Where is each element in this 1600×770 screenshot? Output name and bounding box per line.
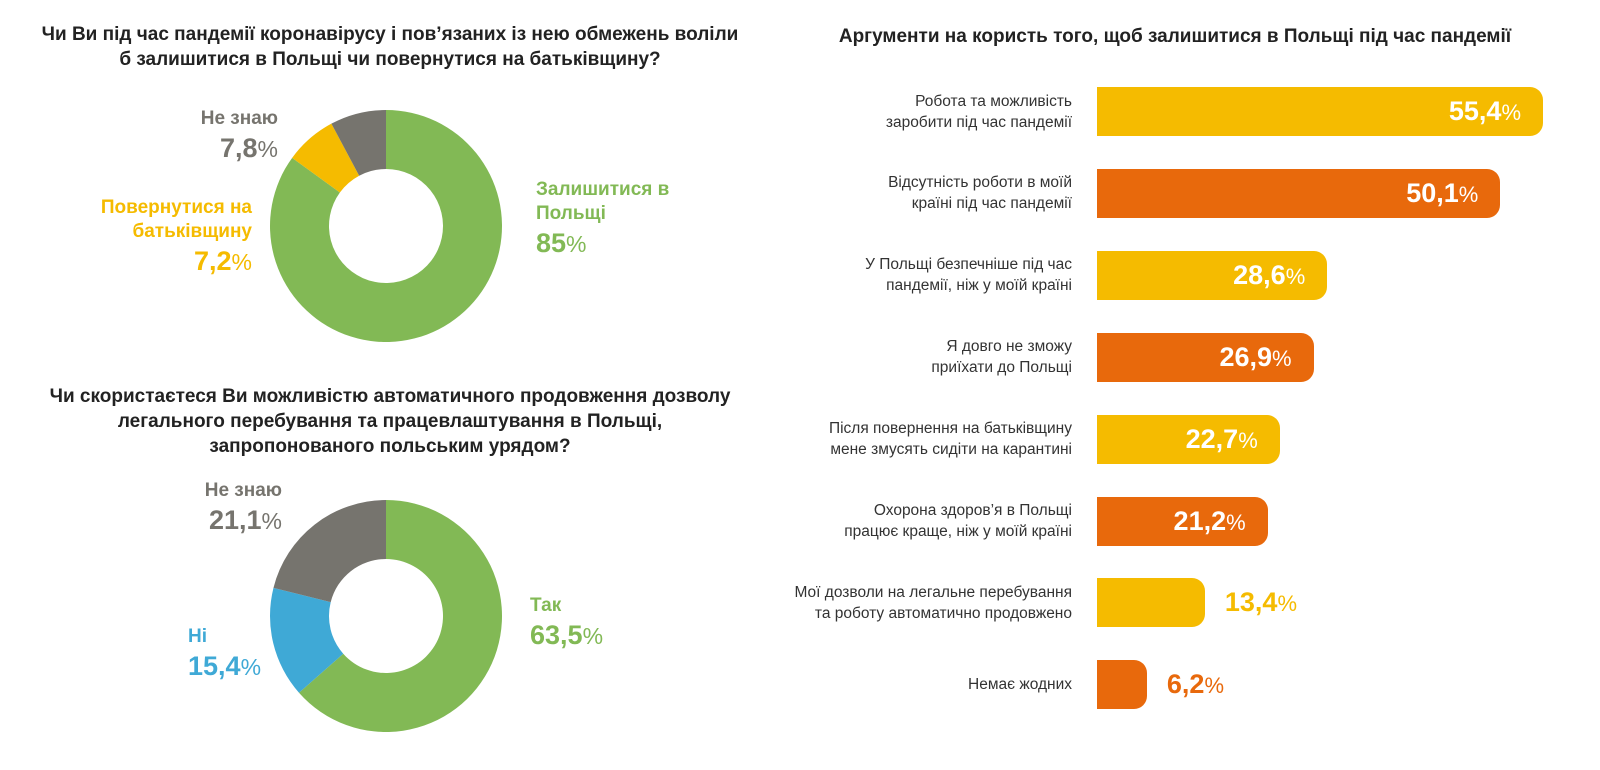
bar-label-4: Після повернення на батьківщину мене змус…	[772, 418, 1072, 460]
bar-label-3-line-0: Я довго не зможу	[946, 338, 1072, 356]
bar-label-1-line-1: країні під час пандемії	[911, 195, 1072, 213]
donut2-slice-0	[298, 500, 502, 732]
donut2-label-yes: Так 63,5%	[530, 594, 650, 653]
bar-4	[1097, 414, 1280, 464]
bars-title: Аргументи на користь того, щоб залишитис…	[838, 26, 1512, 47]
bar-7	[1097, 660, 1147, 710]
donut2-label-yes-text: Так	[530, 595, 562, 616]
bar-label-1: Відсутність роботи в моїй країні під час …	[772, 172, 1072, 214]
donut1-slice-0	[270, 110, 502, 342]
bar-value-2: 28,6%	[1233, 259, 1306, 290]
donut2-label-dontknow-text: Не знаю	[204, 480, 282, 501]
bar-value-1: 50,1%	[1406, 177, 1479, 208]
bar-value-4: 22,7%	[1185, 423, 1258, 454]
donut2-value-yes: 63,5%	[530, 620, 604, 650]
bar-label-4-line-1: мене змусять сидіти на карантині	[830, 441, 1072, 459]
donut2-value-dontknow: 21,1%	[208, 505, 282, 535]
bar-label-2-line-1: пандемії, ніж у моїй країні	[886, 277, 1072, 295]
bar-5	[1097, 496, 1268, 546]
donut1-label-stay: Залишитися в Польщі 85%	[536, 178, 696, 261]
bar-label-6: Мої дозволи на легальне перебування та ро…	[772, 582, 1072, 624]
bar-label-0-line-0: Робота та можливість	[915, 92, 1072, 110]
bar-label-5-line-1: працює краще, ніж у моїй країні	[844, 523, 1072, 540]
donut2-title: Чи скористаєтеся Ви можливістю автоматич…	[49, 386, 731, 457]
bar-value-0: 55,4%	[1448, 96, 1521, 126]
donut2-label-no-text: Ні	[188, 626, 207, 647]
bar-label-7: Немає жодних	[772, 674, 1072, 695]
donut2-label-no: Ні 15,4%	[188, 625, 288, 684]
donut1-slice-2	[331, 110, 386, 176]
bar-label-2: У Польщі безпечніше під час пандемії, ніж…	[772, 254, 1072, 296]
bar-3	[1097, 332, 1314, 382]
bar-1	[1097, 168, 1501, 218]
bar-label-4-line-0: Після повернення на батьківщину	[828, 420, 1072, 438]
donut2-label-dontknow: Не знаю 21,1%	[150, 479, 282, 538]
donut2-slice-2	[273, 500, 386, 603]
donut1-value-stay: 85%	[536, 228, 587, 258]
bar-value-3: 26,9%	[1219, 341, 1292, 372]
donut2-slice-1	[270, 587, 344, 693]
bar-label-0-line-1: заробити під час пандемії	[885, 113, 1072, 131]
donut1-chart	[270, 110, 502, 342]
donut1-label-dontknow-text: Не знаю	[200, 108, 278, 129]
bar-0	[1097, 87, 1543, 136]
donut1-label-return-text: Повернутися на батьківщину	[100, 197, 252, 242]
donut1-label-return: Повернутися на батьківщину 7,2%	[80, 196, 252, 279]
bar-label-3-line-1: приїхати до Польщі	[931, 359, 1072, 377]
bar-label-0: Робота та можливість заробити під час пан…	[772, 91, 1072, 133]
bar-2	[1097, 250, 1328, 300]
donut1-title: Чи Ви під час пандемії коронавірусу і по…	[41, 24, 739, 70]
bar-value-6: 13,4%	[1224, 587, 1297, 618]
donut1-value-dontknow: 7,8%	[220, 133, 278, 163]
bar-label-1-line-0: Відсутність роботи в моїй	[888, 174, 1072, 192]
donut1-slice-1	[292, 123, 360, 193]
donut1-label-dontknow: Не знаю 7,8%	[130, 107, 278, 166]
bar-label-5: Охорона здоров’я в Польщі працює краще, н…	[772, 500, 1072, 542]
donut2-chart	[270, 500, 502, 732]
donut2-value-no: 15,4%	[188, 651, 262, 681]
bar-label-7-line-0: Немає жодних	[968, 676, 1072, 694]
bar-label-5-line-0: Охорона здоров’я в Польщі	[873, 502, 1072, 519]
donut1-label-stay-text: Залишитися в Польщі	[536, 179, 670, 224]
bar-value-5: 21,2%	[1173, 505, 1246, 536]
bar-label-2-line-0: У Польщі безпечніше під час	[865, 256, 1072, 274]
bar-value-7: 6,2%	[1166, 669, 1225, 700]
bar-label-6-line-1: та роботу автоматично продовжено	[814, 604, 1072, 622]
donut1-value-return: 7,2%	[194, 246, 252, 276]
bar-label-6-line-0: Мої дозволи на легальне перебування	[794, 583, 1072, 601]
bar-label-3: Я довго не зможу приїхати до Польщі	[772, 336, 1072, 378]
bar-6	[1097, 578, 1205, 628]
